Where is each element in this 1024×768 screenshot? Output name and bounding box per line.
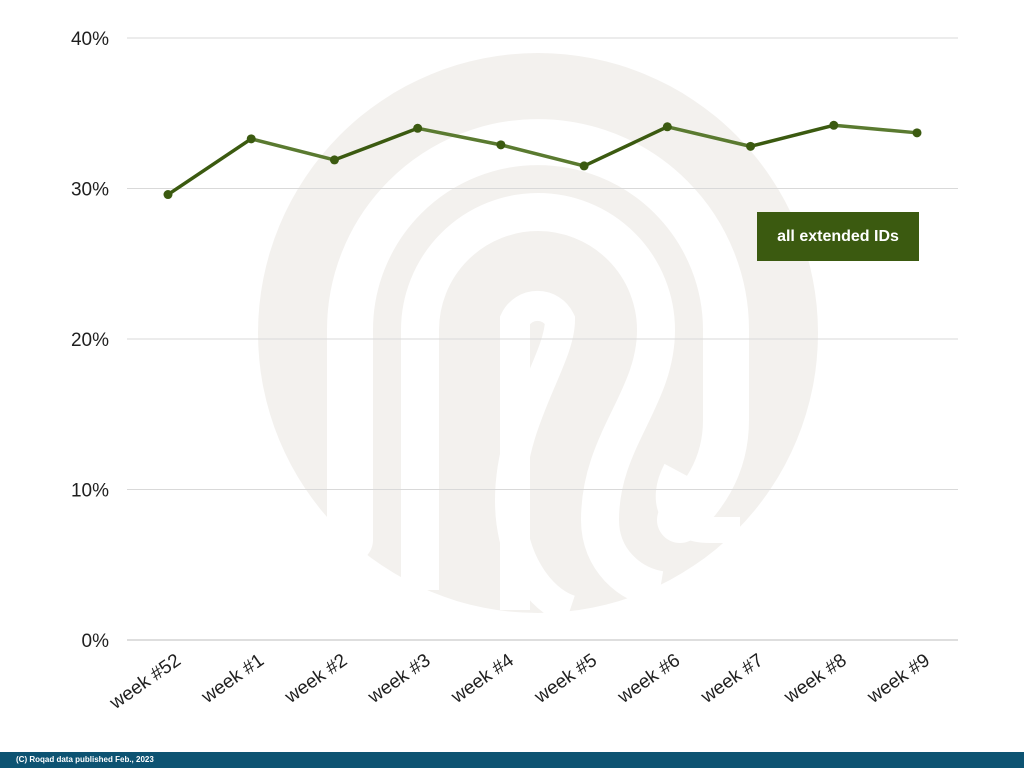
series-line-segment-0 [166, 137, 253, 197]
series-line-segment-6 [665, 125, 753, 149]
footer-bar: (C) Roqad data published Feb., 2023 [0, 752, 1024, 768]
data-point-6 [662, 122, 672, 132]
series-line-segment-7 [748, 123, 836, 149]
series-line-segment-3 [415, 126, 503, 147]
data-point-0 [163, 190, 173, 200]
x-tick-label-2: week #2 [280, 650, 351, 708]
x-tick-label-5: week #5 [530, 650, 601, 708]
series-label-all-extended-ids: all extended IDs [757, 212, 919, 261]
x-tick-label-0: week #52 [105, 650, 184, 714]
y-tick-label-40: 40% [71, 29, 109, 50]
x-tick-label-6: week #6 [613, 650, 684, 708]
data-point-7 [746, 141, 756, 151]
x-tick-label-1: week #1 [197, 650, 268, 708]
y-tick-label-30: 30% [71, 180, 109, 201]
data-point-8 [829, 120, 839, 130]
series-line-segment-1 [249, 137, 337, 162]
data-point-2 [329, 155, 339, 165]
roqad-logo-icon [258, 53, 818, 625]
series-line-segment-5 [582, 125, 670, 168]
data-point-4 [496, 140, 506, 150]
x-tick-label-4: week #4 [447, 650, 518, 709]
x-tick-label-3: week #3 [364, 650, 435, 708]
series-line-segment-4 [499, 143, 586, 168]
data-point-9 [912, 128, 922, 138]
series-line-segment-8 [832, 123, 919, 135]
x-tick-label-9: week #9 [863, 650, 934, 708]
copyright-footer: (C) Roqad data published Feb., 2023 [16, 755, 154, 764]
y-tick-label-20: 20% [71, 330, 109, 351]
data-point-1 [246, 134, 256, 144]
y-tick-label-0: 0% [82, 631, 110, 652]
data-point-3 [413, 123, 423, 133]
data-point-5 [579, 161, 589, 171]
x-tick-label-7: week #7 [697, 650, 768, 708]
series-line-segment-2 [332, 126, 420, 162]
y-tick-label-10: 10% [71, 481, 109, 502]
x-tick-label-8: week #8 [780, 650, 851, 708]
